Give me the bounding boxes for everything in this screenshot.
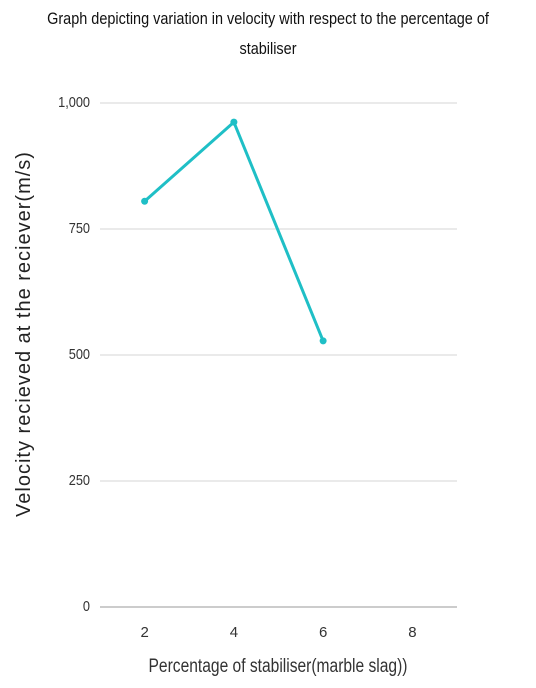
y-tick-label: 250: [69, 471, 90, 488]
x-tick-label: 8: [408, 624, 416, 641]
data-point: [141, 197, 149, 205]
data-point: [319, 337, 327, 345]
x-tick-label: 6: [319, 624, 327, 641]
data-line: [143, 120, 325, 342]
data-point: [230, 118, 238, 126]
y-tick-label: 750: [69, 219, 90, 236]
x-tick-label: 2: [140, 624, 148, 641]
x-axis-label: Percentage of stabiliser(marble slag)): [148, 656, 408, 677]
y-tick-label: 0: [83, 597, 90, 614]
y-tick-label: 1,000: [58, 93, 90, 110]
y-axis-label: Velocity recieved at the reciever(m/s): [13, 151, 35, 517]
chart-title: Graph depicting variation in velocity wi…: [47, 9, 489, 58]
y-tick-label: 500: [69, 345, 90, 362]
x-tick-label: 4: [230, 624, 238, 641]
